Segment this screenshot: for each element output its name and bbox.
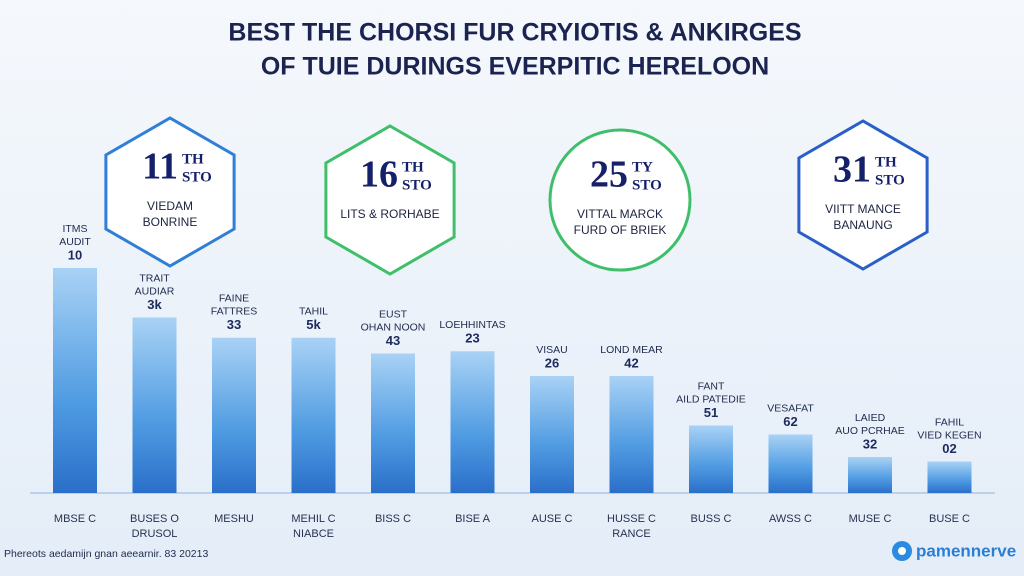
- bar-label-title: AUDIT: [59, 236, 91, 248]
- badge-suffix: TH: [875, 154, 897, 170]
- bar: [371, 353, 415, 493]
- bar-label-title: FAHIL: [935, 416, 964, 428]
- bar-label-title: LOEHHINTAS: [439, 319, 505, 331]
- badge-caption: VIITT MANCE: [825, 202, 901, 216]
- badge-frame: [324, 124, 456, 276]
- x-tick-label: BISS C: [375, 513, 411, 525]
- x-tick-label: BISE A: [455, 513, 491, 525]
- x-tick-label: DRUSOL: [132, 528, 178, 540]
- title-line: OF TUIE DURINGS EVERPITIC HERELOON: [261, 53, 769, 81]
- badge-caption: FURD OF BRIEK: [574, 223, 667, 237]
- bar-label-title: LOND MEAR: [600, 344, 663, 356]
- bar-label-number: 10: [68, 247, 82, 262]
- bar-label-title: VISAU: [536, 344, 568, 356]
- badge-suffix: TY: [632, 159, 653, 175]
- x-tick-label: RANCE: [612, 528, 651, 540]
- bar-label-title: TAHIL: [299, 306, 328, 318]
- bar: [53, 268, 97, 493]
- badge-caption: BONRINE: [143, 215, 198, 229]
- bar: [450, 351, 495, 493]
- x-tick-label: NIABCE: [293, 528, 334, 540]
- x-tick-label: BUSS C: [691, 513, 732, 525]
- bar-label-number: 32: [863, 436, 877, 451]
- bar-label-title: VESAFAT: [767, 402, 814, 414]
- badge-caption: BANAUNG: [833, 218, 892, 232]
- x-tick-label: MESHU: [214, 513, 254, 525]
- badge-unit: STO: [182, 169, 212, 185]
- bar-label-title: FANT: [698, 380, 725, 392]
- badge-suffix: TH: [182, 151, 204, 167]
- bar: [530, 376, 574, 493]
- bar-label-title: AILD PATEDIE: [676, 393, 746, 405]
- bar: [609, 376, 654, 493]
- bar: [132, 317, 177, 493]
- bar-label-title: LAIED: [855, 412, 886, 424]
- bar-label-title: FATTRES: [211, 306, 257, 318]
- badge-number: 25: [590, 154, 628, 196]
- badge-number: 11: [142, 146, 178, 188]
- bar-label-title: AUDIAR: [135, 285, 175, 297]
- bar-label-number: 3k: [147, 297, 162, 312]
- bar-label-title: OHAN NOON: [361, 321, 426, 333]
- bar-label-title: VIED KEGEN: [917, 429, 981, 441]
- x-tick-label: MUSE C: [849, 513, 892, 525]
- badge-unit: STO: [632, 177, 662, 193]
- footer: Phereots aedamijn gnan aeearnir. 83 2021…: [4, 548, 208, 560]
- bar-label-title: TRAIT: [139, 272, 170, 284]
- x-tick-label: AUSE C: [532, 513, 573, 525]
- bar-label-number: 02: [942, 441, 956, 456]
- x-tick-label: HUSSE C: [607, 513, 656, 525]
- badge-caption: LITS & RORHABE: [340, 207, 439, 221]
- x-tick-label: MBSE C: [54, 513, 96, 525]
- badge-unit: STO: [402, 177, 432, 193]
- x-tick-label: BUSE C: [929, 513, 970, 525]
- bar-label-number: 33: [227, 317, 241, 332]
- bar-label-number: 62: [783, 414, 797, 429]
- bar-label-number: 51: [704, 405, 718, 420]
- bar: [212, 337, 256, 493]
- badge-caption: VIEDAM: [147, 199, 193, 213]
- x-tick-label: BUSES O: [130, 513, 179, 525]
- bar: [848, 457, 892, 493]
- badge-caption: VITTAL MARCK: [577, 207, 663, 221]
- bar-label-title: AUO PCRHAE: [835, 425, 904, 437]
- bar-label-title: ITMS: [62, 223, 87, 235]
- badge-frame: [797, 119, 929, 271]
- bar: [689, 425, 733, 493]
- bar-label-number: 43: [386, 333, 400, 348]
- badge-unit: STO: [875, 172, 905, 188]
- bar: [927, 461, 972, 493]
- x-tick-label: AWSS C: [769, 513, 812, 525]
- bar-label-title: FAINE: [219, 293, 249, 305]
- badge-number: 16: [360, 154, 398, 196]
- badge-frame: [104, 116, 236, 268]
- bar-label-number: 42: [624, 355, 638, 370]
- badge-frame: [548, 128, 692, 272]
- x-tick-label: MEHIL C: [291, 513, 335, 525]
- title-line: BEST THE CHORSI FUR CRYIOTIS & ANKIRGES: [228, 19, 801, 47]
- bar-label-number: 5k: [306, 317, 321, 332]
- badge-number: 31: [833, 149, 871, 191]
- bar-label-number: 26: [545, 355, 559, 370]
- badge-suffix: TH: [402, 159, 424, 175]
- bar-label-title: EUST: [379, 308, 408, 320]
- bar: [768, 434, 813, 493]
- logo: pamennerve: [916, 541, 1016, 560]
- bar-label-number: 23: [465, 331, 479, 346]
- bar: [291, 337, 336, 493]
- logo-icon-inner: [898, 547, 906, 555]
